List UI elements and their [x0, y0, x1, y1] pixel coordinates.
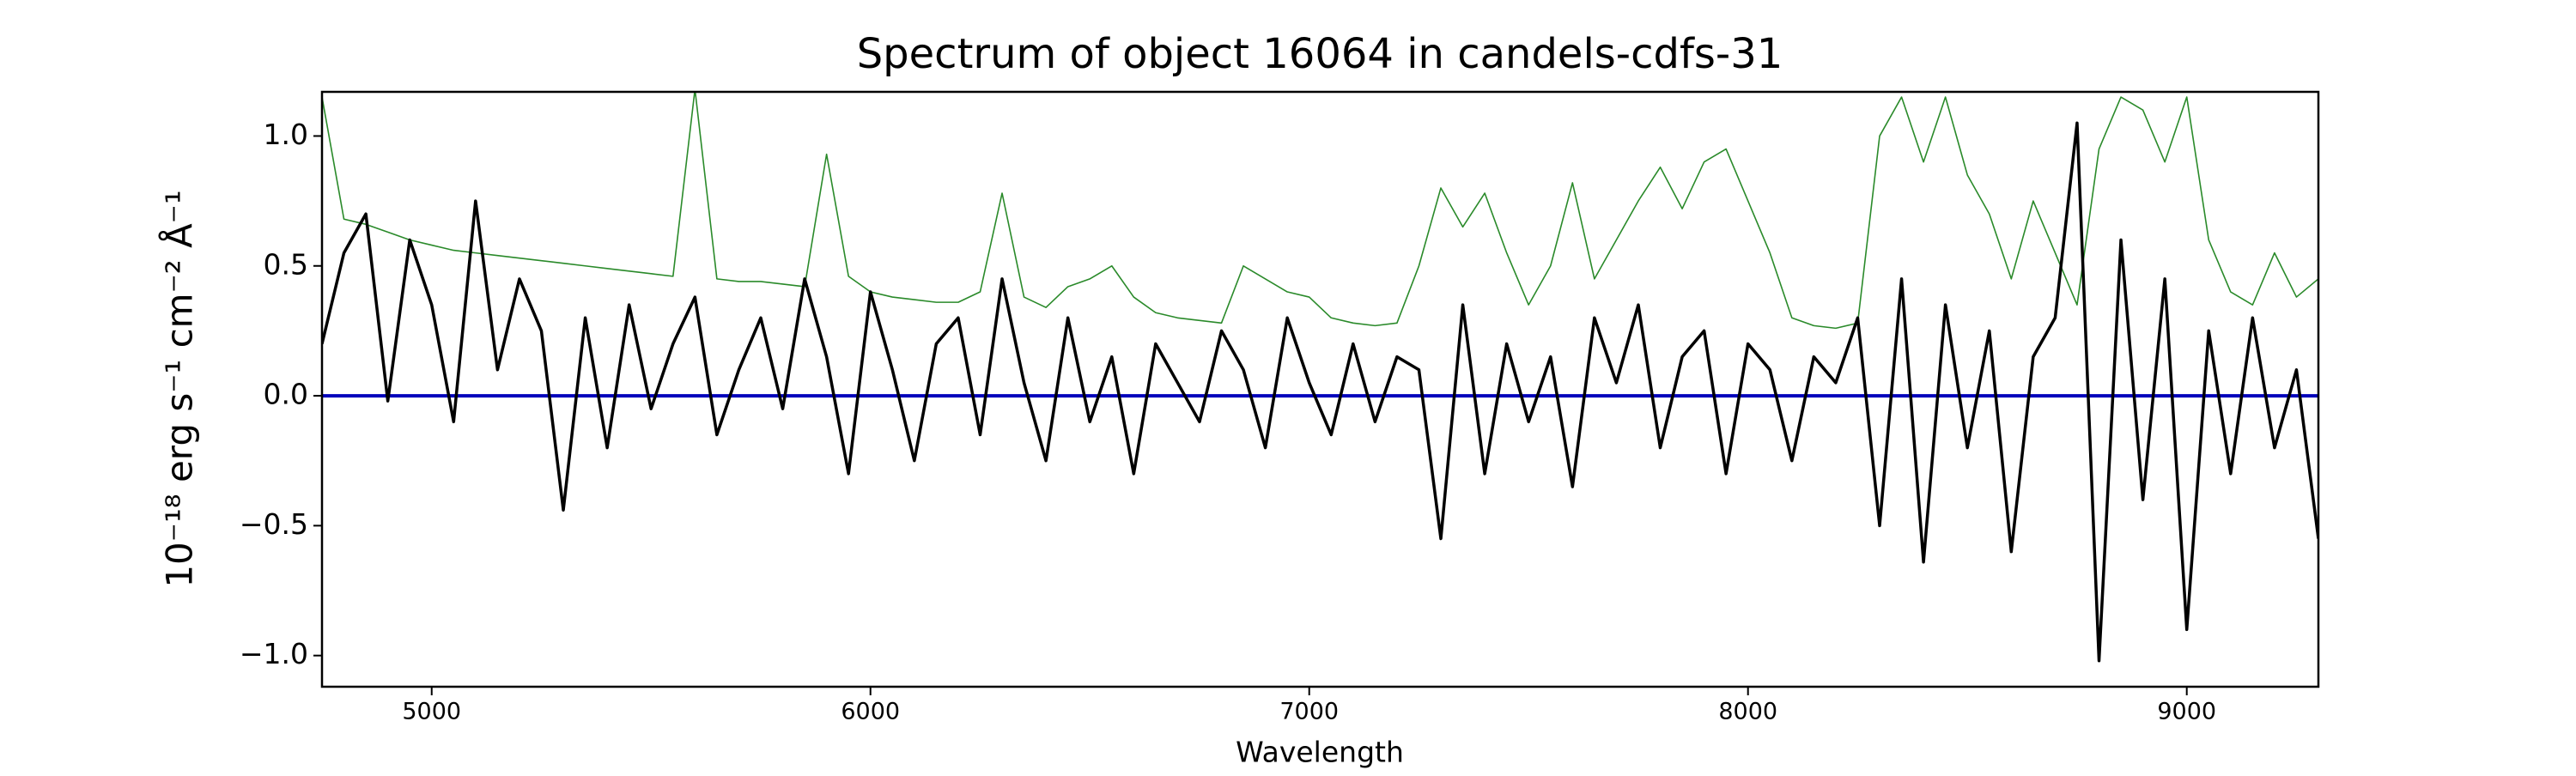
- x-tick-label: 5000: [402, 699, 461, 725]
- plot-frame: [320, 90, 2320, 688]
- chart-title: Spectrum of object 16064 in candels-cdfs…: [857, 30, 1783, 78]
- x-tick-label: 7000: [1279, 699, 1339, 725]
- y-axis-label: 10⁻¹⁸ erg s⁻¹ cm⁻² Å⁻¹: [158, 190, 201, 587]
- x-axis-label: Wavelength: [1236, 736, 1404, 769]
- x-tick-label: 6000: [841, 699, 900, 725]
- y-tick-label: −1.0: [240, 637, 308, 670]
- x-tick-label: 8000: [1718, 699, 1777, 725]
- x-tick-label: 9000: [2157, 699, 2216, 725]
- spectrum-line: [322, 121, 2318, 663]
- plot-area: [322, 92, 2318, 663]
- y-tick-label: −0.5: [240, 507, 308, 541]
- spectrum-line: [322, 92, 2318, 330]
- y-tick-label: 1.0: [264, 118, 308, 151]
- y-tick-label: 0.0: [264, 378, 308, 411]
- y-tick-label: 0.5: [264, 247, 308, 281]
